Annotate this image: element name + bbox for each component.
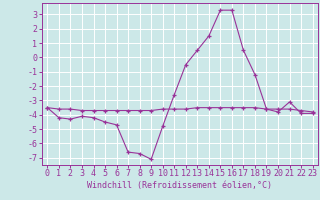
X-axis label: Windchill (Refroidissement éolien,°C): Windchill (Refroidissement éolien,°C) (87, 181, 273, 190)
